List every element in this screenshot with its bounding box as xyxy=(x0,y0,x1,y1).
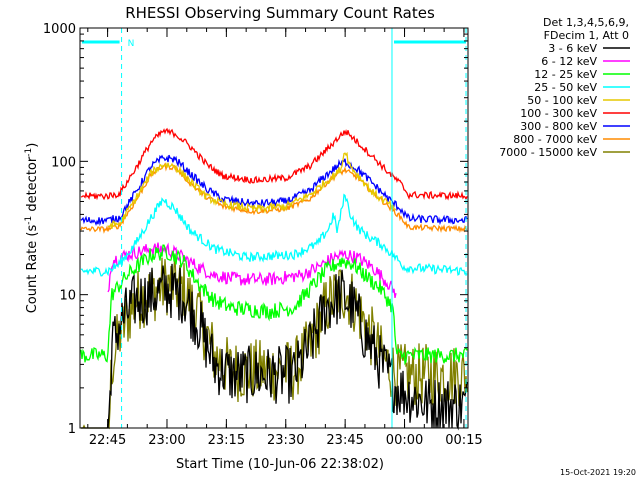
y-axis-label-end: ) xyxy=(25,143,40,148)
x-axis: 22:45 23:00 23:15 23:30 23:45 00:00 00:15 xyxy=(87,28,483,448)
footer-date: 15-Oct-2021 19:20 xyxy=(560,468,636,477)
y-tick-label: 100 xyxy=(51,155,76,170)
series-line-300-800-kev xyxy=(80,154,468,227)
series-line-800-7000-kev xyxy=(80,162,468,234)
series-line-12-25-kev xyxy=(80,244,468,366)
y-axis-label: Count Rate (s-1 detector-1) xyxy=(24,143,40,314)
series-line-3-6-kev xyxy=(81,263,468,431)
legend-label: 300 - 800 keV xyxy=(520,120,597,133)
x-tick-label: 23:30 xyxy=(267,433,304,448)
legend-label: 6 - 12 keV xyxy=(541,55,597,68)
series-line-25-50-kev xyxy=(80,193,468,277)
y-axis: 1 10 100 1000 xyxy=(43,22,468,437)
x-axis-label: Start Time (10-Jun-06 22:38:02) xyxy=(176,457,384,472)
series-line-100-300-kev xyxy=(80,127,468,201)
x-tick-label: 23:00 xyxy=(148,433,185,448)
y-axis-label-sup2: -1 xyxy=(24,148,34,157)
series-layer xyxy=(80,127,468,431)
legend-label: 7000 - 15000 keV xyxy=(499,146,597,159)
series-line-50-100-kev xyxy=(107,151,397,229)
legend-label: 25 - 50 keV xyxy=(534,81,597,94)
legend-label: 800 - 7000 keV xyxy=(513,133,597,146)
legend-label: 3 - 6 keV xyxy=(548,42,597,55)
legend-label: 50 - 100 keV xyxy=(527,94,597,107)
plot-frame xyxy=(79,27,469,429)
x-tick-label: 00:15 xyxy=(445,433,482,448)
x-tick-label: 00:00 xyxy=(386,433,423,448)
legend-header-line-2: FDecim 1, Att 0 xyxy=(544,29,629,42)
x-tick-label: 22:45 xyxy=(89,433,126,448)
y-tick-label: 1000 xyxy=(43,22,76,37)
legend-label: 100 - 300 keV xyxy=(520,107,597,120)
y-axis-label-main: Count Rate (s xyxy=(25,225,40,314)
legend-header-line-1: Det 1,3,4,5,6,9, xyxy=(543,16,629,29)
legend: Det 1,3,4,5,6,9, FDecim 1, Att 0 3 - 6 k… xyxy=(499,16,630,159)
chart-title: RHESSI Observing Summary Count Rates xyxy=(125,4,435,22)
y-axis-label-mid: detector xyxy=(25,156,40,216)
x-tick-label: 23:45 xyxy=(326,433,363,448)
y-tick-label: 1 xyxy=(68,422,76,437)
y-axis-label-sup1: -1 xyxy=(24,216,34,225)
y-tick-label: 10 xyxy=(59,289,76,304)
x-tick-label: 23:15 xyxy=(208,433,245,448)
night-marker: N xyxy=(128,39,135,49)
legend-label: 12 - 25 keV xyxy=(534,68,597,81)
